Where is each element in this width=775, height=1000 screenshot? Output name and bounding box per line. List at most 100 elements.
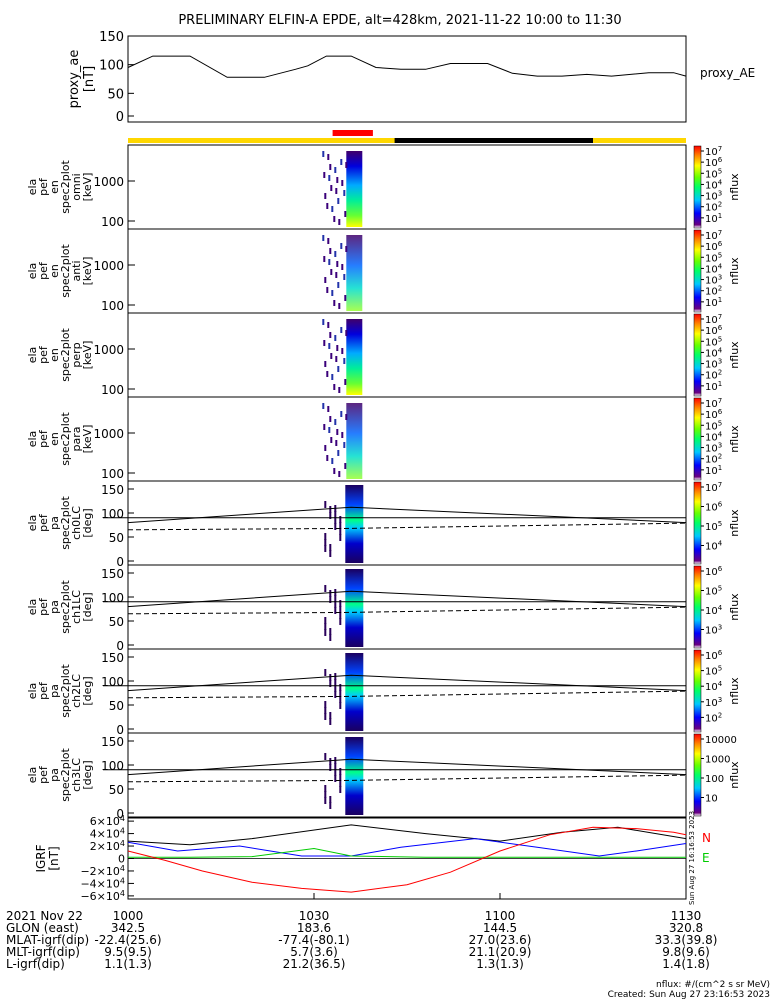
spectrogram-speck (343, 358, 346, 364)
spectrogram-speck (329, 802, 332, 809)
spectrogram-speck (333, 300, 336, 306)
spectrogram-speck (324, 585, 327, 592)
panel-ylabel: spec2plot (59, 160, 72, 214)
spectrogram-speck (322, 235, 325, 241)
spectrogram-speck (330, 185, 333, 191)
spectrogram-speck (335, 272, 338, 278)
colorbar-tick-label: 106 (705, 565, 723, 578)
panel-ylabel: ch0LC (70, 506, 83, 540)
colorbar-tick-label: 101 (705, 380, 722, 393)
colorbar-tick-label: 10000 (705, 735, 737, 746)
spectrogram-speck (334, 601, 337, 608)
panel-ytick-label: 1000 (93, 259, 124, 273)
panel-ytick-label: 1000 (93, 343, 124, 357)
panel-ylabel: [keV] (81, 173, 94, 202)
spectrogram-speck (334, 335, 337, 341)
panel-ylabel: [keV] (81, 257, 94, 286)
footer-row-value: 33.3(39.8) (655, 933, 718, 947)
colorbar (693, 397, 702, 481)
spectrogram-speck (334, 523, 337, 530)
panel-ytick-label: 0 (116, 639, 124, 653)
spectrogram-speck (335, 188, 338, 194)
panel-ylabel: para (70, 427, 83, 452)
footer-row-value: 1130 (671, 909, 702, 923)
spectrogram-speck (334, 167, 337, 173)
spectrogram-speck (328, 343, 331, 349)
footer-row-value: 1.4(1.8) (662, 957, 710, 971)
colorbar-tick-label: 106 (705, 501, 723, 514)
panel-ylabel: spec2plot (59, 412, 72, 466)
spectrogram-speck (330, 437, 333, 443)
panel-ytick-label: 100 (101, 383, 124, 397)
igrf-ytick-label: 0 (118, 853, 125, 866)
spectrogram-speck (330, 353, 333, 359)
spectrogram-speck (340, 327, 343, 333)
spectrogram-speck (343, 190, 346, 196)
colorbar-tick-label: 101 (705, 464, 722, 477)
spectrogram-speck (331, 374, 334, 380)
spectrogram-speck (339, 702, 342, 709)
spectrogram-speck (339, 618, 342, 625)
spectrogram-speck (339, 606, 342, 613)
spectrogram-speck (324, 701, 327, 708)
figure-title: PRELIMINARY ELFIN-A EPDE, alt=428km, 202… (178, 13, 621, 28)
footer-row-label: MLAT-igrf(dip) (6, 933, 89, 947)
spectrogram-speck (323, 340, 326, 346)
spectrogram-speck (344, 463, 347, 469)
footer-row-value: -22.4(25.6) (94, 933, 161, 947)
spectrogram-blob (346, 319, 363, 395)
panel-ytick-label: 0 (116, 555, 124, 569)
spectrogram-speck (322, 403, 325, 409)
spectrogram-speck (326, 371, 329, 377)
ae-ylabel: [nT] (82, 66, 97, 92)
spectrogram-speck (336, 177, 339, 183)
colorbar-label: nflux (728, 761, 741, 789)
spectrogram-speck (344, 379, 347, 385)
panel-ylabel: anti (70, 260, 83, 281)
spectrogram-blob (345, 737, 364, 815)
panel-ytick-label: 150 (101, 567, 124, 581)
spectrogram-speck (329, 680, 332, 687)
panel-ylabel: spec2plot (59, 244, 72, 298)
spectrogram-speck (329, 634, 332, 641)
footer-row-value: 9.5(9.5) (104, 945, 152, 959)
spectrogram-speck (337, 450, 340, 456)
spectrogram-speck (326, 203, 329, 209)
spectrogram-speck (329, 544, 332, 551)
colorbar-tick-label: 104 (705, 540, 723, 553)
ae-ytick-label: 50 (107, 87, 124, 102)
spectrogram-speck (329, 164, 332, 170)
panel-ytick-label: 50 (109, 615, 124, 629)
spectrogram-speck (334, 769, 337, 776)
spectrogram-panel-anti: 1000100elapefenspec2plotanti[keV]1071061… (26, 228, 741, 314)
panel-ylabel: pef (37, 261, 50, 280)
spectrogram-speck (324, 797, 327, 804)
panel-ylabel: ela (26, 263, 39, 280)
spectrogram-speck (330, 269, 333, 275)
panel-ylabel: pef (37, 765, 50, 784)
panel-ylabel: pef (37, 345, 50, 364)
status-bar (128, 130, 686, 143)
panel-ylabel: pa (48, 600, 61, 614)
colorbar-tick-label: 106 (705, 649, 723, 662)
colorbar (693, 649, 702, 733)
spectrogram-speck (333, 216, 336, 222)
spectrogram-speck (329, 628, 332, 635)
panel-ylabel: pef (37, 429, 50, 448)
panel-ytick-label: 100 (101, 675, 124, 689)
panel-ylabel: ch2LC (70, 674, 83, 708)
spectrogram-speck (339, 780, 342, 787)
spectrogram-speck (328, 175, 331, 181)
losscone-solid-line (127, 590, 687, 608)
panel-ylabel: pef (37, 597, 50, 616)
panel-ylabel: spec2plot (59, 496, 72, 550)
colorbar (693, 145, 702, 229)
panel-frame (127, 144, 687, 230)
spectrogram-panel-para: 1000100elapefenspec2plotpara[keV]1071061… (26, 396, 741, 482)
colorbar-tick-label: 1000 (705, 755, 730, 766)
status-bar-segment (332, 130, 373, 136)
spectrogram-speck (331, 290, 334, 296)
spectrogram-speck (324, 629, 327, 636)
